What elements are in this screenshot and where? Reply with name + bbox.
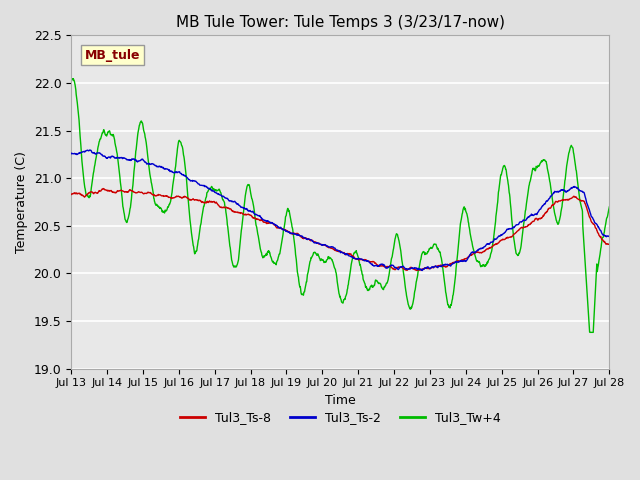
Text: MB_tule: MB_tule	[84, 48, 140, 61]
X-axis label: Time: Time	[325, 394, 356, 407]
Legend: Tul3_Ts-8, Tul3_Ts-2, Tul3_Tw+4: Tul3_Ts-8, Tul3_Ts-2, Tul3_Tw+4	[175, 406, 506, 429]
Y-axis label: Temperature (C): Temperature (C)	[15, 151, 28, 253]
Title: MB Tule Tower: Tule Temps 3 (3/23/17-now): MB Tule Tower: Tule Temps 3 (3/23/17-now…	[176, 15, 505, 30]
